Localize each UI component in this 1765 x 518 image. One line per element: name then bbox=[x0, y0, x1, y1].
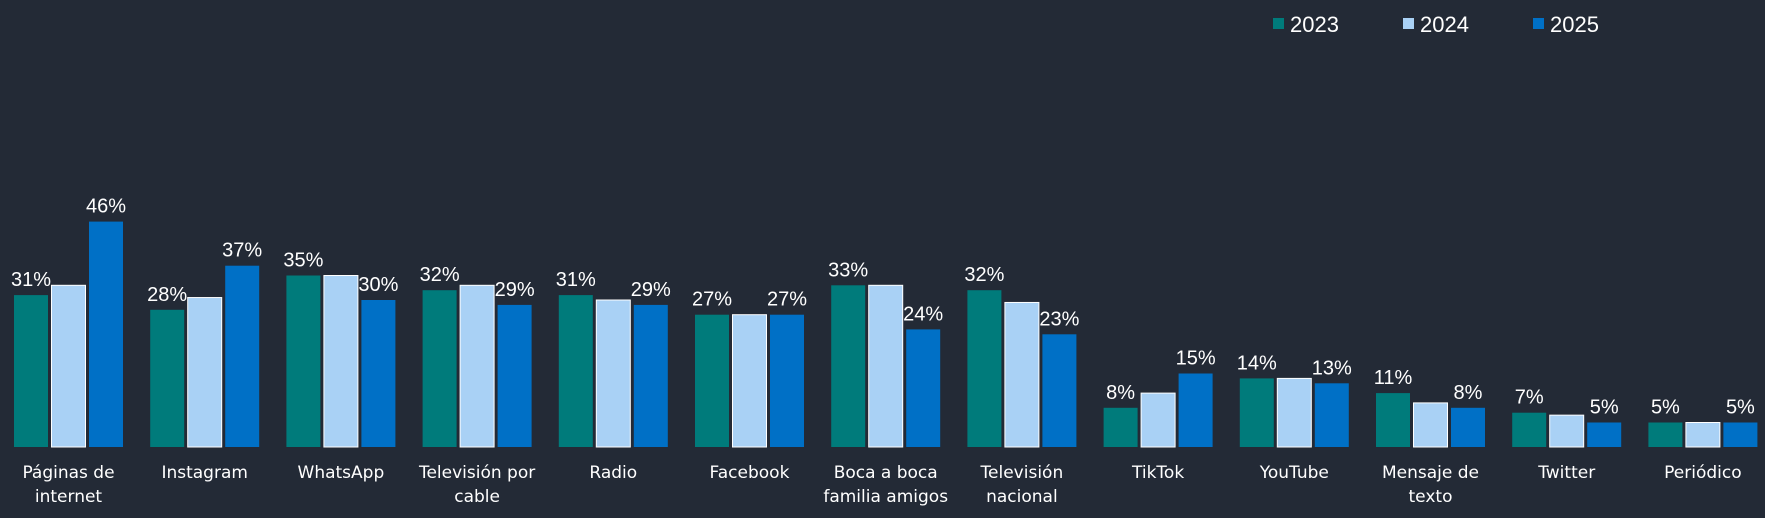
bar-2024-2 bbox=[323, 275, 359, 448]
bar-2025-9 bbox=[1314, 383, 1349, 447]
value-label-2025-8: 15% bbox=[1176, 348, 1216, 370]
bar-2025-11 bbox=[1587, 422, 1622, 447]
value-label-2025-10: 8% bbox=[1454, 382, 1483, 404]
category-label-3: cable bbox=[454, 487, 500, 507]
bar-2023-1 bbox=[150, 309, 185, 447]
bar-2023-6 bbox=[831, 285, 866, 447]
value-label-2025-3: 29% bbox=[495, 279, 535, 301]
category-label-5: Facebook bbox=[710, 463, 790, 483]
bar-2025-7 bbox=[1042, 334, 1077, 447]
bar-2025-4 bbox=[633, 304, 668, 447]
value-label-2023-12: 5% bbox=[1651, 397, 1680, 419]
bar-2025-5 bbox=[770, 314, 804, 447]
category-label-9: YouTube bbox=[1259, 463, 1329, 483]
bar-2024-5 bbox=[732, 314, 767, 448]
bar-2025-8 bbox=[1178, 373, 1213, 447]
bar-2025-3 bbox=[497, 304, 532, 447]
value-label-2023-6: 33% bbox=[828, 259, 868, 281]
bar-2025-0 bbox=[89, 221, 123, 447]
bar-2023-11 bbox=[1512, 412, 1547, 447]
bar-2025-12 bbox=[1723, 422, 1758, 447]
bar-2023-10 bbox=[1376, 393, 1410, 447]
legend-swatch-2025 bbox=[1533, 18, 1544, 29]
bar-2024-8 bbox=[1140, 392, 1176, 448]
category-label-7: Televisión bbox=[980, 463, 1064, 483]
category-label-4: Radio bbox=[589, 463, 637, 483]
value-label-2025-6: 24% bbox=[903, 303, 943, 325]
value-label-2023-9: 14% bbox=[1237, 352, 1277, 374]
bar-2023-0 bbox=[14, 295, 48, 447]
category-label-10: Mensaje de bbox=[1382, 463, 1479, 483]
value-label-2025-12: 5% bbox=[1726, 397, 1755, 419]
legend-swatch-2024 bbox=[1403, 18, 1414, 29]
value-label-2025-2: 30% bbox=[358, 274, 398, 296]
bar-2024-0 bbox=[51, 284, 86, 448]
value-label-2025-9: 13% bbox=[1312, 357, 1352, 379]
bar-2024-4 bbox=[595, 299, 631, 448]
value-label-2023-10: 11% bbox=[1374, 367, 1413, 389]
bar-2024-7 bbox=[1004, 301, 1040, 448]
value-label-2023-7: 32% bbox=[964, 264, 1004, 286]
value-label-2025-1: 37% bbox=[222, 240, 262, 262]
value-labels-group: 31% 46% 28% 37% 35% 30% 32% 29% 31% 29% 27% 27% 33% 2… bbox=[11, 196, 1755, 419]
value-label-2023-5: 27% bbox=[692, 289, 732, 311]
value-label-2023-2: 35% bbox=[283, 250, 323, 272]
legend-label-2023: 2023 bbox=[1290, 12, 1339, 37]
bar-2024-6 bbox=[868, 284, 904, 448]
bar-2024-12 bbox=[1685, 422, 1721, 448]
category-label-6: Boca a boca bbox=[834, 463, 938, 483]
bar-2023-5 bbox=[695, 314, 729, 447]
bar-2024-10 bbox=[1413, 402, 1448, 448]
category-label-6: familia amigos bbox=[823, 487, 948, 507]
legend-label-2024: 2024 bbox=[1420, 12, 1469, 37]
value-label-2023-3: 32% bbox=[420, 264, 460, 286]
bar-2023-7 bbox=[967, 290, 1002, 447]
bar-2024-11 bbox=[1549, 414, 1585, 448]
value-label-2023-4: 31% bbox=[556, 269, 596, 291]
bar-2024-9 bbox=[1276, 377, 1312, 448]
bar-2024-3 bbox=[459, 284, 495, 448]
category-label-11: Twitter bbox=[1537, 463, 1595, 483]
value-label-2025-11: 5% bbox=[1590, 397, 1619, 419]
legend-label-2025: 2025 bbox=[1550, 12, 1599, 37]
category-label-3: Televisión por bbox=[418, 463, 535, 483]
value-label-2023-11: 7% bbox=[1515, 387, 1544, 409]
bar-2023-3 bbox=[422, 290, 457, 447]
value-label-2025-5: 27% bbox=[767, 289, 807, 311]
category-label-0: internet bbox=[35, 487, 103, 507]
value-label-2025-0: 46% bbox=[86, 196, 126, 218]
bar-2025-2 bbox=[361, 300, 396, 447]
category-label-12: Periódico bbox=[1664, 463, 1741, 483]
category-label-0: Páginas de bbox=[22, 463, 114, 483]
category-label-10: texto bbox=[1409, 487, 1453, 507]
bar-2025-1 bbox=[225, 265, 260, 447]
value-label-2025-7: 23% bbox=[1039, 308, 1079, 330]
legend-swatch-2023 bbox=[1273, 18, 1284, 29]
legend: 2023 2024 2025 bbox=[1273, 12, 1599, 37]
bar-2023-8 bbox=[1103, 407, 1138, 447]
bar-2025-6 bbox=[906, 329, 941, 447]
bars-group bbox=[14, 221, 1758, 448]
category-label-1: Instagram bbox=[161, 463, 248, 483]
value-label-2025-4: 29% bbox=[631, 279, 671, 301]
category-label-2: WhatsApp bbox=[298, 463, 385, 483]
category-labels-group: Páginas de internet Instagram WhatsApp Telev… bbox=[22, 463, 1741, 507]
value-label-2023-8: 8% bbox=[1106, 382, 1135, 404]
bar-2024-1 bbox=[187, 297, 223, 448]
value-label-2023-0: 31% bbox=[11, 269, 51, 291]
bar-2025-10 bbox=[1451, 407, 1485, 447]
category-label-8: TikTok bbox=[1131, 463, 1184, 483]
value-label-2023-1: 28% bbox=[147, 284, 187, 306]
bar-2023-9 bbox=[1239, 378, 1274, 447]
bar-2023-4 bbox=[558, 295, 593, 447]
bar-2023-2 bbox=[286, 275, 321, 447]
bar-2023-12 bbox=[1648, 422, 1683, 447]
category-label-7: nacional bbox=[986, 487, 1058, 507]
